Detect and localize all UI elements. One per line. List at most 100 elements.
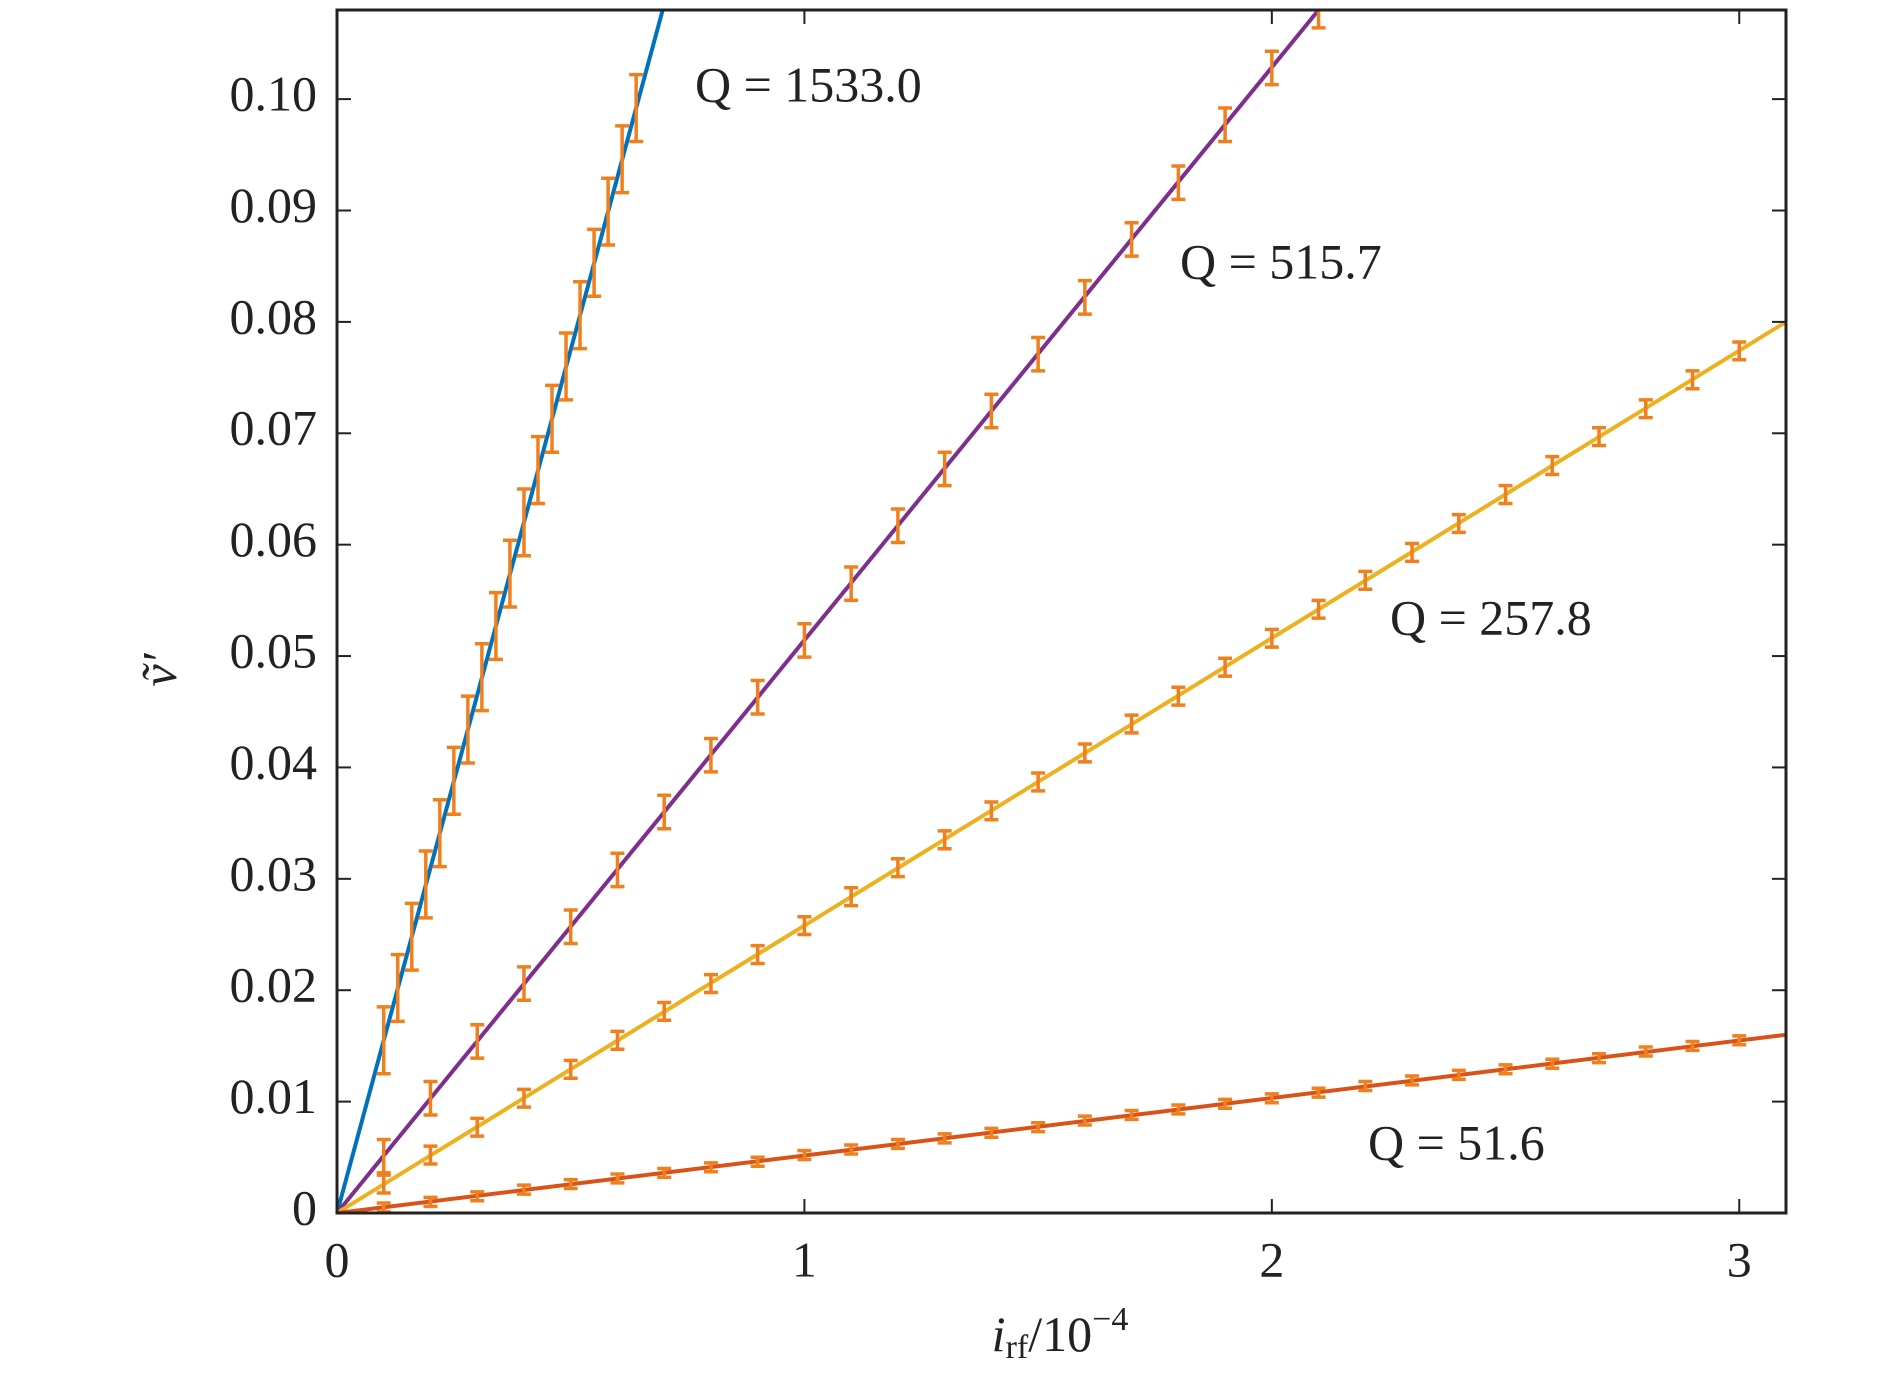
error-bar [1264, 1092, 1279, 1105]
error-bar [516, 1183, 531, 1196]
error-bar [1077, 742, 1092, 764]
error-bar [1638, 398, 1653, 420]
error-bar [1358, 1079, 1373, 1093]
error-bar [703, 972, 718, 995]
series-label: Q = 515.7 [1180, 233, 1382, 289]
y-tick-label: 0.08 [230, 288, 318, 344]
error-bar [657, 793, 672, 831]
error-bar [1451, 1068, 1466, 1082]
error-bar [1311, 598, 1326, 620]
error-bar [984, 392, 999, 430]
error-bar [937, 1132, 952, 1145]
error-bar [474, 642, 489, 713]
error-bar [470, 1190, 485, 1203]
x-label-base: i [992, 1306, 1006, 1362]
error-bar [488, 590, 503, 662]
error-bar [423, 1144, 438, 1166]
error-bar [1685, 369, 1700, 391]
error-bar [1498, 1063, 1513, 1076]
series-label: Q = 1533.0 [695, 56, 922, 112]
error-bar [1218, 1097, 1233, 1111]
error-bar [657, 1166, 672, 1180]
series-label: Q = 51.6 [1368, 1114, 1545, 1170]
error-bar [530, 434, 545, 506]
error-bar [1498, 483, 1513, 506]
error-bar [587, 227, 602, 299]
error-bar [1077, 1114, 1092, 1127]
y-tick-label: 0.07 [230, 400, 318, 456]
error-bar [797, 622, 812, 659]
y-tick-label: 0.05 [230, 623, 318, 679]
error-bar [750, 678, 765, 716]
error-bar [1451, 512, 1466, 535]
error-bar [470, 1116, 485, 1138]
error-bar [1031, 335, 1046, 373]
error-bar [1031, 1121, 1046, 1134]
fit-line [337, 10, 1321, 1213]
y-axis-label: ṽ′ [131, 652, 187, 686]
error-bar [703, 736, 718, 774]
error-bar [516, 487, 531, 558]
error-bar [1545, 1057, 1560, 1070]
error-bar [844, 1143, 859, 1156]
y-tick-label: 0.04 [230, 734, 318, 790]
error-bar [376, 1173, 391, 1195]
error-bar [1685, 1039, 1700, 1053]
error-bar [1218, 656, 1233, 678]
error-bar [1218, 106, 1233, 144]
plot-area [337, 10, 1786, 1213]
error-bar [844, 565, 859, 603]
error-bar [1077, 278, 1092, 316]
error-bar [1171, 685, 1186, 707]
error-bar [1171, 1103, 1186, 1116]
x-tick-label: 2 [1259, 1231, 1284, 1287]
series-label: Q = 257.8 [1390, 589, 1592, 645]
fit-line [337, 320, 1786, 1213]
y-tick-label: 0.02 [230, 957, 318, 1013]
error-bar [1405, 1074, 1420, 1087]
error-bar [984, 1126, 999, 1140]
error-bar [610, 1029, 625, 1052]
error-bar [890, 507, 905, 545]
x-tick-label: 0 [325, 1231, 350, 1287]
error-bar [470, 1023, 485, 1060]
error-bar [890, 857, 905, 879]
error-bar [516, 965, 531, 1002]
error-bar [1638, 1045, 1653, 1058]
error-bar [563, 1058, 578, 1080]
error-bar [423, 1079, 438, 1117]
error-bar [376, 1137, 391, 1175]
error-bar [460, 694, 475, 765]
y-tick-label: 0.09 [230, 177, 318, 233]
error-bar [1124, 221, 1139, 258]
error-bar [703, 1161, 718, 1174]
error-bar [1592, 425, 1607, 448]
error-bar [601, 176, 616, 247]
x-axis-label: irf/10−4 [992, 1301, 1129, 1366]
error-bar [563, 1177, 578, 1191]
error-bar [404, 901, 419, 972]
error-bar [376, 1005, 391, 1076]
fit-line [337, 1032, 1786, 1213]
y-tick-label: 0.03 [230, 845, 318, 901]
error-bar [1405, 541, 1420, 564]
error-bar [1732, 340, 1747, 362]
error-bar [1732, 1034, 1747, 1047]
x-label-sub: rf [1006, 1329, 1029, 1366]
error-bar [559, 331, 574, 402]
error-bar [610, 851, 625, 889]
x-label-sup: −4 [1092, 1301, 1128, 1338]
error-bar [797, 914, 812, 937]
error-bar [937, 829, 952, 851]
error-bar [418, 849, 433, 920]
error-bar [750, 1155, 765, 1168]
error-bar [1264, 627, 1279, 649]
error-bar [1264, 49, 1279, 87]
error-bar [615, 124, 630, 195]
error-bar [1592, 1051, 1607, 1065]
error-bar [657, 1000, 672, 1023]
x-tick-label: 3 [1727, 1231, 1752, 1287]
error-bar [423, 1195, 438, 1209]
y-tick-label: 0 [292, 1179, 317, 1235]
error-bar [610, 1172, 625, 1185]
